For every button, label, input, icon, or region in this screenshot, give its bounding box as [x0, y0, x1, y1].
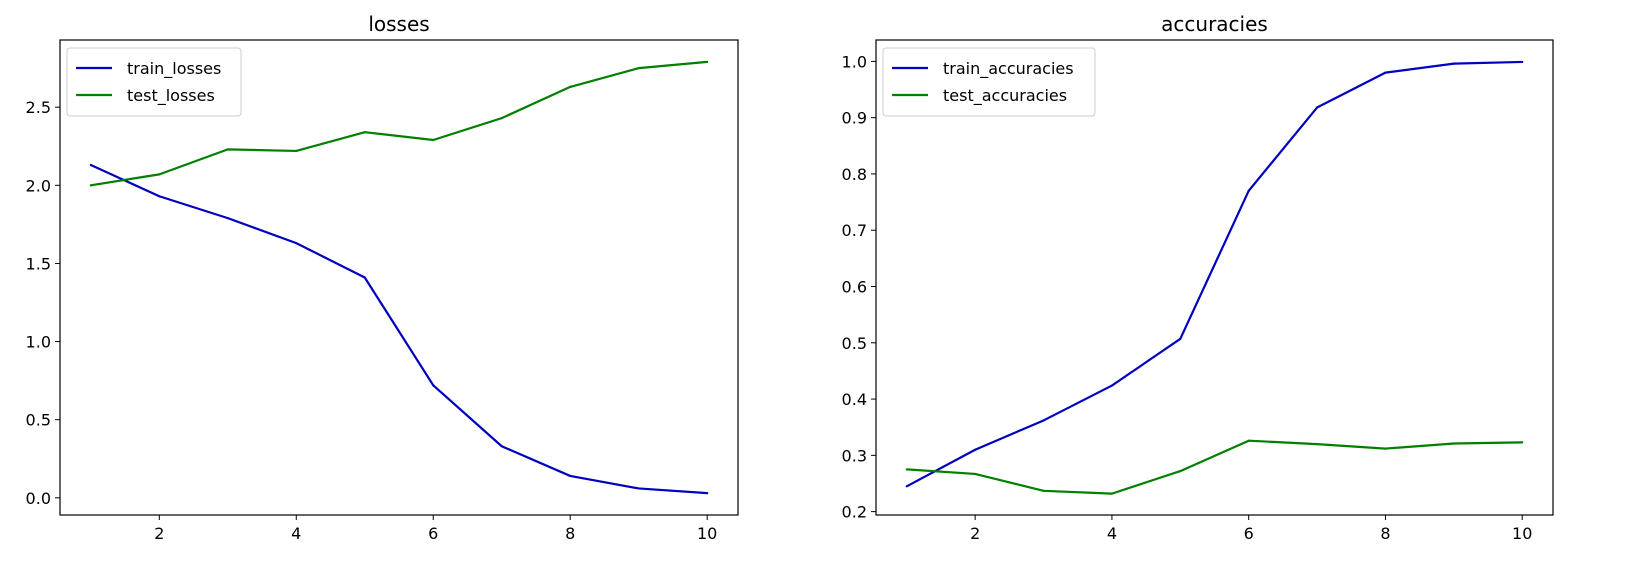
legend: train_accuracies test_accuracies	[882, 47, 1096, 117]
series-line	[90, 163, 708, 495]
x-tick-label: 6	[1244, 524, 1254, 543]
y-tick-label: 0.0	[26, 489, 51, 508]
y-tick-label: 0.6	[842, 278, 867, 297]
data-point	[637, 67, 640, 70]
x-tick-label: 10	[1512, 524, 1532, 543]
data-point	[905, 468, 908, 471]
data-point	[363, 131, 366, 134]
series-test_accuracies	[905, 439, 1524, 495]
accuracies-chart: accuracies 2 4 6 8 10 0.2 0.3 0.4 0.5 0.6 0.7 0.8 0.9…	[842, 12, 1554, 543]
series-test_losses	[89, 60, 709, 187]
data-point	[89, 163, 92, 167]
data-point	[1521, 60, 1524, 64]
x-tick-label: 4	[291, 524, 301, 543]
data-point	[1384, 447, 1387, 450]
y-tick-label: 0.5	[842, 334, 867, 353]
y-tick-label: 0.4	[842, 390, 867, 409]
y-tick-label: 0.5	[26, 411, 51, 430]
data-point	[1042, 419, 1045, 422]
y-tick-label: 0.7	[842, 221, 867, 240]
data-point	[1247, 439, 1250, 442]
data-point	[706, 492, 709, 495]
data-point	[1042, 489, 1045, 492]
data-point	[569, 85, 572, 88]
x-tick-label: 4	[1107, 524, 1117, 543]
plot-frame	[875, 39, 1554, 516]
data-point	[363, 276, 366, 279]
data-point	[637, 487, 640, 490]
data-point	[706, 60, 709, 63]
series-line	[90, 60, 708, 187]
y-tick-label: 2.0	[26, 176, 51, 195]
data-point	[905, 485, 908, 488]
data-point	[1384, 71, 1387, 74]
series-line	[906, 439, 1523, 495]
chart-title: accuracies	[1161, 12, 1268, 36]
data-point	[974, 448, 977, 451]
losses-chart: losses 2 4 6 8 10 0.0 0.5 1.0 1.5 2.0 2.5 train_loss…	[26, 12, 739, 543]
y-tick-label: 2.5	[26, 98, 51, 117]
legend: train_losses test_losses	[66, 47, 242, 117]
y-tick-label: 1.0	[842, 52, 867, 71]
y-tick-label: 1.5	[26, 254, 51, 273]
data-point	[226, 148, 229, 151]
legend-box	[882, 47, 1096, 117]
data-point	[500, 445, 503, 448]
data-point	[89, 184, 92, 187]
data-point	[1179, 337, 1182, 340]
x-tick-label: 8	[565, 524, 575, 543]
chart-title: losses	[368, 12, 429, 36]
x-tick-label: 2	[970, 524, 980, 543]
x-tick-label: 8	[1380, 524, 1390, 543]
legend-label: train_accuracies	[943, 59, 1074, 79]
data-point	[1452, 442, 1455, 445]
legend-box	[66, 47, 242, 117]
data-point	[226, 217, 229, 220]
data-point	[569, 474, 572, 478]
data-point	[295, 242, 298, 245]
legend-label: test_losses	[127, 86, 215, 106]
series-line	[906, 60, 1523, 488]
data-point	[1521, 441, 1524, 444]
data-point	[1110, 492, 1114, 495]
series-train_accuracies	[905, 60, 1524, 488]
data-point	[1315, 442, 1319, 446]
legend-label: test_accuracies	[943, 86, 1067, 106]
series-train_losses	[89, 163, 709, 495]
y-tick-label: 0.8	[842, 165, 867, 184]
data-point	[295, 149, 298, 153]
data-point	[1179, 470, 1182, 473]
y-tick-label: 0.3	[842, 446, 867, 465]
data-point	[1452, 62, 1455, 65]
x-tick-label: 2	[154, 524, 164, 543]
data-point	[158, 173, 161, 176]
data-point	[432, 384, 435, 387]
data-point	[158, 195, 161, 198]
plot-frame	[59, 39, 739, 516]
x-tick-label: 6	[428, 524, 438, 543]
y-tick-label: 1.0	[26, 333, 51, 352]
data-point	[974, 472, 977, 476]
data-point	[1247, 189, 1250, 192]
y-tick-label: 0.2	[842, 503, 867, 522]
data-point	[1110, 384, 1114, 387]
data-point	[432, 138, 435, 142]
data-point	[1315, 106, 1319, 109]
y-tick-label: 0.9	[842, 109, 867, 128]
data-point	[500, 117, 503, 120]
x-tick-label: 10	[697, 524, 717, 543]
legend-label: train_losses	[127, 59, 221, 79]
